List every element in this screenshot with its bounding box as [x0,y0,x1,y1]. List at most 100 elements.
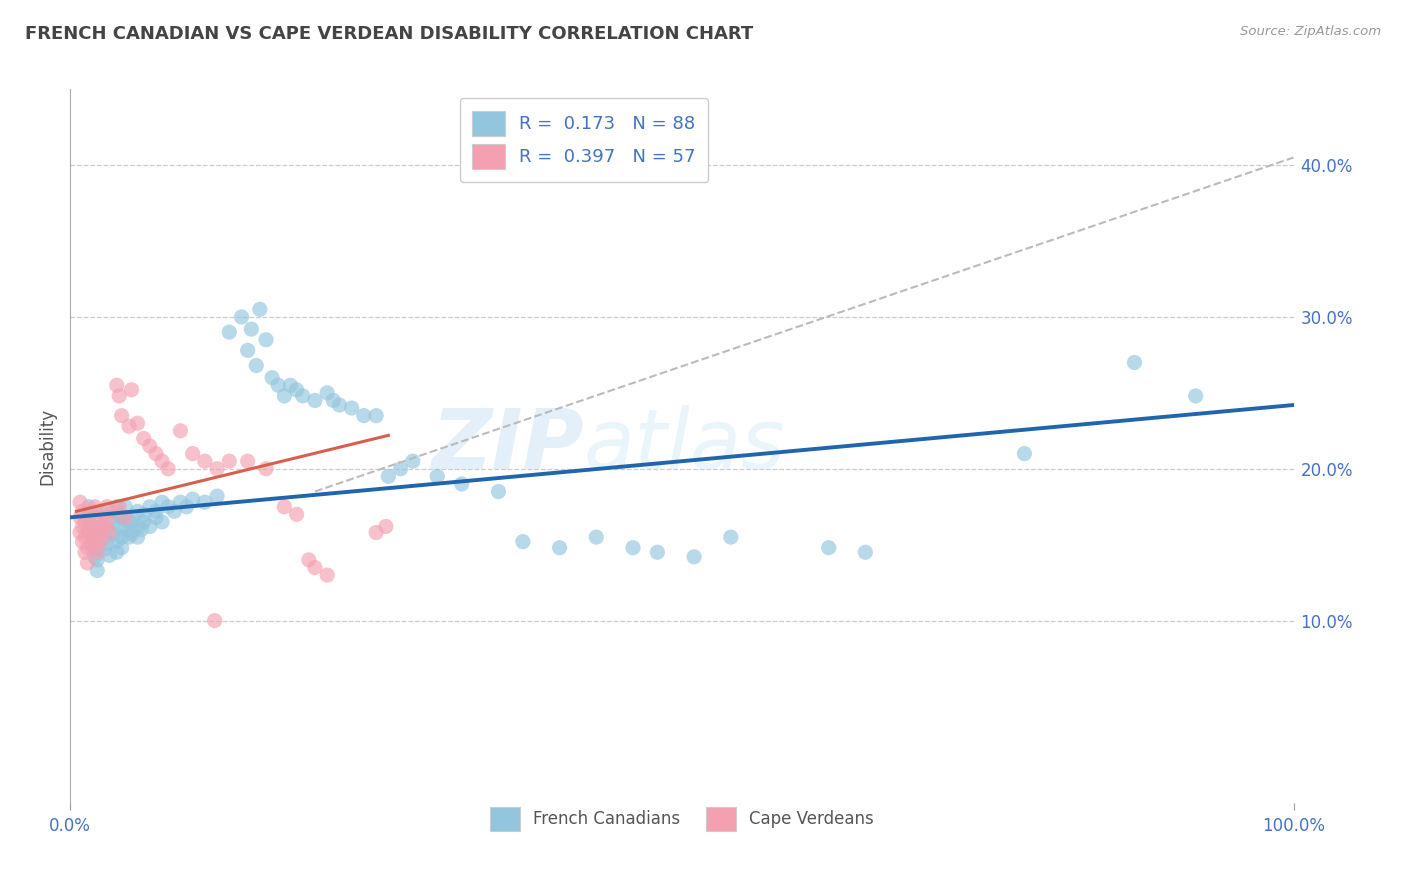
Point [86,564,108,578]
Point [316,385,339,400]
Point [82,541,104,555]
Point [111,541,134,555]
Point [267,378,290,392]
Point [169,424,191,438]
Point [96,510,118,524]
Point [83,525,105,540]
Point [93,519,115,533]
Point [121,515,143,529]
Point [139,519,162,533]
Point [90,510,112,524]
Legend: French Canadians, Cape Verdeans: French Canadians, Cape Verdeans [484,800,880,838]
Point [236,454,259,468]
Point [127,416,149,430]
Point [118,530,141,544]
Point [101,527,124,541]
Point [231,310,253,324]
Point [194,495,217,509]
Point [512,534,534,549]
Point [90,534,112,549]
Point [145,447,167,461]
Point [720,530,742,544]
Point [93,530,115,544]
Point [353,409,375,423]
Point [121,527,143,541]
Point [621,541,644,555]
Point [72,519,94,533]
Point [316,568,339,582]
Point [101,515,124,529]
Point [218,325,240,339]
Y-axis label: Disability: Disability [38,408,56,484]
Point [291,389,314,403]
Point [150,515,173,529]
Point [176,500,198,514]
Point [855,545,877,559]
Text: atlas: atlas [583,406,786,486]
Point [73,530,96,544]
Point [163,504,186,518]
Point [90,519,112,533]
Point [73,515,96,529]
Point [96,515,118,529]
Point [101,504,124,518]
Point [69,510,91,524]
Point [145,510,167,524]
Point [205,489,228,503]
Point [127,504,149,518]
Point [285,508,308,522]
Point [254,333,277,347]
Point [218,454,240,468]
Point [150,454,173,468]
Point [69,495,91,509]
Point [69,525,91,540]
Point [249,302,271,317]
Point [72,504,94,518]
Point [114,500,136,514]
Point [374,519,396,533]
Point [108,389,131,403]
Point [114,510,136,524]
Point [86,553,108,567]
Point [389,462,412,476]
Point [585,530,607,544]
Point [86,545,108,559]
Point [181,447,204,461]
Point [273,500,295,514]
Point [82,519,104,533]
Point [105,500,128,514]
Point [157,462,180,476]
Point [245,359,267,373]
Point [132,508,155,522]
Point [304,560,326,574]
Point [114,510,136,524]
Point [450,477,472,491]
Text: FRENCH CANADIAN VS CAPE VERDEAN DISABILITY CORRELATION CHART: FRENCH CANADIAN VS CAPE VERDEAN DISABILI… [25,25,754,43]
Point [77,510,100,524]
Point [402,454,425,468]
Point [236,343,259,358]
Point [127,519,149,533]
Point [90,504,112,518]
Point [1123,355,1146,369]
Point [683,549,706,564]
Point [240,322,263,336]
Point [548,541,571,555]
Point [96,536,118,550]
Point [83,515,105,529]
Point [280,378,302,392]
Point [83,549,105,564]
Text: ZIP: ZIP [432,406,583,486]
Point [285,383,308,397]
Point [181,492,204,507]
Point [262,370,284,384]
Point [93,542,115,557]
Point [273,389,295,403]
Point [118,515,141,529]
Point [83,541,105,555]
Point [82,538,104,552]
Point [118,419,141,434]
Point [108,500,131,514]
Point [105,534,128,549]
Point [111,510,134,524]
